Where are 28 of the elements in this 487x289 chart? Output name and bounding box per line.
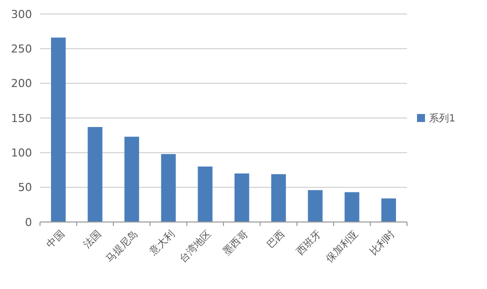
x-tick-label: 马提尼岛: [104, 228, 140, 265]
x-tick-label: 台湾地区: [176, 228, 214, 265]
x-tick-label: 西班牙: [294, 228, 324, 258]
bar: [88, 127, 102, 222]
y-tick-label: 250: [11, 42, 32, 56]
x-tick-label: 意大利: [146, 228, 178, 259]
y-tick-label: 100: [11, 146, 32, 160]
y-tick-label: 200: [11, 77, 32, 90]
x-tick-label: 法国: [81, 228, 104, 251]
x-tick-label: 比利时: [368, 228, 398, 258]
x-tick-label: 中国: [44, 228, 67, 251]
bar: [271, 174, 286, 222]
bar: [198, 166, 212, 222]
bar: [234, 173, 250, 222]
bar: [51, 38, 66, 222]
bar: [381, 198, 396, 222]
y-tick-label: 0: [25, 216, 32, 229]
x-tick-label: 保加利亚: [324, 228, 361, 265]
bar: [124, 136, 140, 222]
y-tick-label: 150: [11, 112, 32, 125]
bar: [308, 190, 323, 222]
y-tick-label: 300: [11, 8, 32, 21]
y-tick-label: 50: [18, 181, 32, 194]
x-tick-label: 巴西: [265, 228, 288, 251]
x-tick-label: 墨西哥: [221, 228, 250, 258]
bar: [344, 192, 360, 222]
legend-label: 系列1: [429, 112, 456, 124]
bar: [161, 154, 176, 222]
